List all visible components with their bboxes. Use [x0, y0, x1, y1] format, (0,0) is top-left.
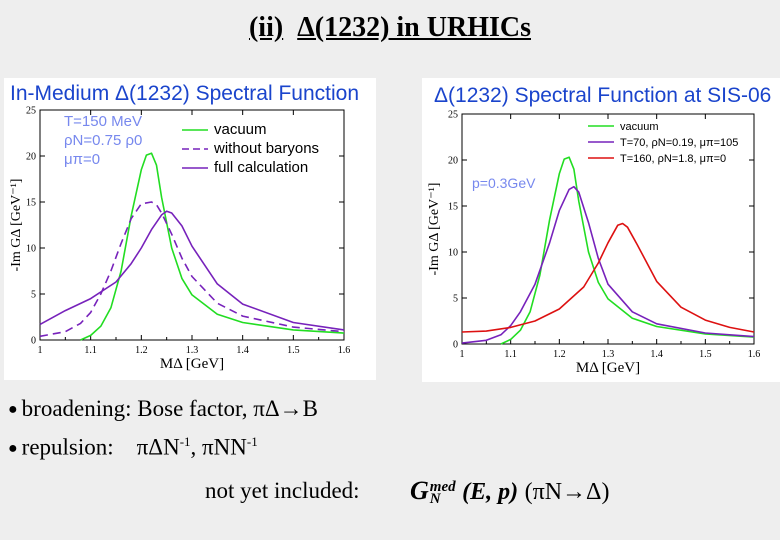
legend-label: T=160, ρN=1.8, μπ=0 [620, 153, 726, 165]
bullet2-a: πΔN [136, 434, 180, 460]
bullet-broadening: ● broadening: Bose factor, πΔ→B [8, 396, 318, 422]
legend-label: T=70, ρN=0.19, μπ=105 [620, 137, 738, 149]
legend-label: vacuum [620, 121, 659, 133]
bullet2-a-sup: -1 [179, 434, 191, 449]
x-tick-label: 1.6 [748, 349, 761, 360]
bullet2-b: πNN [202, 434, 247, 460]
x-tick-label: 1.2 [135, 345, 148, 356]
series-line-1 [39, 201, 345, 338]
x-tick-label: 1.4 [650, 349, 663, 360]
x-axis-label: MΔ [GeV] [576, 360, 640, 376]
bullet1-text: Bose factor, πΔ→B [137, 396, 318, 421]
legend-label: without baryons [213, 140, 319, 157]
bullet2-b-sup: -1 [246, 434, 258, 449]
y-tick-label: 0 [31, 336, 36, 347]
formula-sup: med [429, 479, 456, 496]
chart-title: In-Medium Δ(1232) Spectral Function [10, 82, 359, 105]
series-line-2 [39, 210, 345, 331]
slide-title: (ii) Δ(1232) in URHICs [0, 12, 780, 44]
y-tick-label: 25 [26, 106, 36, 117]
series-line-0 [80, 152, 345, 341]
chart-annotation: ρN=0.75 ρ0 [64, 132, 142, 149]
x-tick-label: 1.3 [186, 345, 199, 356]
x-tick-label: 1.4 [236, 345, 249, 356]
y-axis-label: -Im GΔ [GeV⁻¹] [9, 179, 24, 272]
chart-annotation: μπ=0 [64, 151, 100, 168]
left-chart-panel: In-Medium Δ(1232) Spectral Function 1 1.1 1… [4, 78, 376, 380]
x-tick-label: 1.1 [504, 349, 517, 360]
x-tick-label: 1.3 [602, 349, 615, 360]
bullet1-label: broadening: [21, 396, 132, 421]
bullet-dot-icon: ● [8, 439, 18, 457]
legend-label: full calculation [214, 159, 308, 176]
x-tick-label: 1.5 [699, 349, 712, 360]
x-tick-label: 1 [460, 349, 465, 360]
series-line-0 [500, 156, 755, 345]
y-tick-label: 5 [453, 294, 458, 305]
y-tick-label: 20 [448, 156, 458, 167]
series-line-2 [461, 222, 755, 333]
bullet-repulsion: ● repulsion: πΔN-1, πNN-1 [8, 434, 258, 461]
x-axis-label: MΔ [GeV] [160, 356, 224, 372]
bullet-dot-icon: ● [8, 401, 18, 418]
y-tick-label: 15 [448, 202, 458, 213]
left-chart: In-Medium Δ(1232) Spectral Function 1 1.1 1… [9, 82, 359, 372]
y-tick-label: 10 [26, 244, 36, 255]
x-tick-label: 1.6 [338, 345, 351, 356]
x-tick-label: 1 [38, 345, 43, 356]
right-chart: Δ(1232) Spectral Function at SIS-06 1 1.1 1… [427, 84, 771, 376]
y-tick-label: 10 [448, 248, 458, 259]
legend-label: vacuum [214, 121, 267, 138]
formula-reaction: (πN→Δ) [524, 479, 610, 505]
formula-sub: N [429, 491, 441, 508]
chart-annotation: p=0.3GeV [472, 175, 536, 191]
bullet2-label: repulsion: [21, 434, 114, 460]
chart-title: Δ(1232) Spectral Function at SIS-06 [434, 84, 771, 107]
x-tick-label: 1.1 [84, 345, 97, 356]
x-tick-label: 1.5 [287, 345, 300, 356]
series-line-1 [461, 185, 755, 344]
chart-annotation: T=150 MeV [64, 113, 142, 130]
y-tick-label: 15 [26, 198, 36, 209]
not-yet-included-note: not yet included: [205, 478, 360, 503]
x-tick-label: 1.2 [553, 349, 566, 360]
y-tick-label: 20 [26, 152, 36, 163]
y-tick-label: 0 [453, 340, 458, 351]
formula-g: G [410, 476, 429, 505]
right-chart-panel: Δ(1232) Spectral Function at SIS-06 1 1.1 1… [422, 78, 780, 382]
formula-args: (E, p) [462, 479, 519, 505]
slide-title-prefix: (ii) [248, 12, 284, 43]
y-tick-label: 25 [448, 110, 458, 121]
y-tick-label: 5 [31, 290, 36, 301]
slide-title-main: Δ(1232) in URHICs [297, 12, 531, 43]
y-axis-label: -Im GΔ [GeV⁻¹] [427, 183, 442, 276]
bullet2-sep: , [190, 434, 203, 460]
